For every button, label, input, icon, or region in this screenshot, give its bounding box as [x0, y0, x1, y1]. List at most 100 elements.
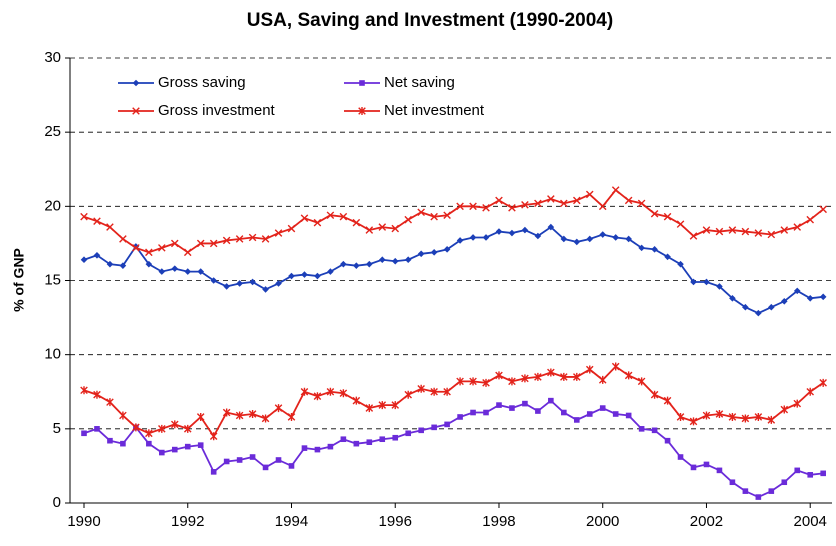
marker: [806, 295, 814, 302]
marker: [274, 404, 283, 413]
marker: [572, 372, 581, 381]
marker: [547, 368, 555, 377]
marker: [210, 277, 217, 284]
y-tick-label: 15: [44, 271, 61, 288]
marker: [171, 265, 179, 272]
marker: [482, 378, 490, 387]
y-tick-label: 10: [44, 346, 61, 363]
marker: [301, 271, 308, 278]
marker: [457, 414, 463, 420]
marker: [768, 488, 775, 494]
marker: [222, 408, 231, 417]
marker: [677, 260, 684, 268]
marker: [183, 424, 192, 433]
marker: [184, 268, 192, 275]
marker: [469, 202, 477, 211]
marker: [146, 440, 152, 447]
marker: [521, 374, 529, 383]
marker: [431, 424, 437, 431]
marker: [288, 272, 295, 280]
marker: [340, 436, 347, 443]
marker: [209, 239, 218, 248]
marker: [327, 268, 334, 275]
marker: [235, 235, 244, 243]
marker: [819, 378, 827, 387]
marker: [145, 260, 153, 268]
marker: [366, 260, 373, 268]
marker: [716, 283, 723, 290]
marker: [794, 467, 801, 474]
marker: [340, 260, 347, 268]
marker: [482, 234, 490, 241]
marker: [663, 396, 672, 405]
marker: [417, 250, 425, 258]
marker: [301, 445, 308, 451]
marker: [93, 217, 101, 225]
marker: [313, 218, 322, 227]
marker: [417, 208, 425, 217]
marker: [677, 454, 684, 460]
marker: [702, 411, 711, 420]
marker: [443, 211, 451, 220]
marker: [690, 464, 697, 471]
marker: [443, 246, 451, 253]
marker: [358, 107, 366, 115]
marker: [624, 196, 633, 205]
marker: [404, 256, 412, 264]
marker: [560, 235, 568, 243]
marker: [145, 429, 153, 438]
marker: [106, 223, 114, 231]
marker: [755, 309, 762, 317]
marker: [651, 427, 658, 434]
x-tick-label: 2004: [794, 513, 827, 530]
marker: [145, 248, 153, 257]
marker: [106, 260, 114, 268]
marker: [300, 387, 309, 396]
marker: [444, 421, 450, 428]
marker: [339, 212, 348, 221]
marker: [508, 204, 516, 212]
marker: [509, 405, 515, 411]
marker: [456, 237, 464, 244]
marker: [470, 409, 476, 416]
marker: [196, 412, 205, 421]
marker: [599, 231, 607, 238]
marker: [288, 463, 295, 469]
marker: [651, 246, 658, 253]
marker: [495, 228, 503, 235]
marker: [107, 437, 113, 444]
y-tick-label: 5: [53, 420, 61, 437]
marker: [197, 268, 205, 275]
marker: [560, 199, 568, 208]
marker: [702, 226, 711, 234]
marker: [768, 303, 775, 311]
marker: [715, 410, 724, 418]
marker: [262, 286, 269, 293]
marker: [495, 371, 503, 380]
marker: [275, 280, 282, 287]
marker: [365, 404, 374, 413]
marker: [495, 196, 503, 205]
marker: [132, 79, 140, 87]
marker: [703, 461, 710, 468]
marker: [483, 409, 489, 416]
y-tick-label: 30: [44, 49, 61, 66]
marker: [327, 443, 334, 450]
marker: [689, 417, 698, 426]
marker: [508, 229, 516, 237]
marker: [547, 223, 555, 231]
marker: [806, 387, 815, 396]
marker: [287, 412, 296, 421]
marker: [287, 224, 296, 233]
marker: [534, 372, 542, 381]
marker: [625, 412, 632, 419]
marker: [80, 212, 88, 221]
x-tick-label: 2002: [690, 513, 723, 530]
marker: [689, 232, 698, 240]
marker: [793, 287, 801, 295]
marker: [560, 372, 568, 381]
marker: [624, 371, 633, 380]
marker: [780, 297, 788, 305]
y-tick-label: 0: [53, 494, 61, 511]
